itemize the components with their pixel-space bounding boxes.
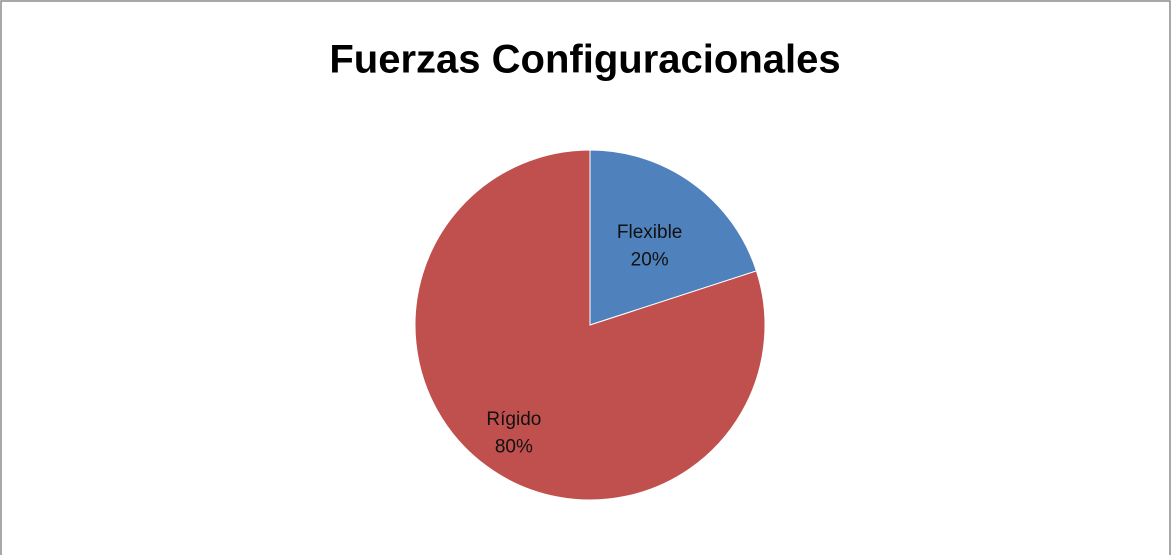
- pie-slice: [414, 149, 766, 501]
- pie: Flexible 20% Rígido 80%: [414, 149, 766, 501]
- chart-title: Fuerzas Configuracionales: [329, 38, 840, 82]
- slice-value-label: 20%: [631, 250, 669, 271]
- slice-category: Flexible: [617, 222, 682, 243]
- pie-slice: [589, 149, 758, 326]
- slice-value-label: 80%: [495, 437, 533, 458]
- slice-label: Rígido 80%: [486, 409, 541, 458]
- slice-label: Flexible 20%: [617, 222, 682, 271]
- slice-category: Rígido: [486, 409, 541, 430]
